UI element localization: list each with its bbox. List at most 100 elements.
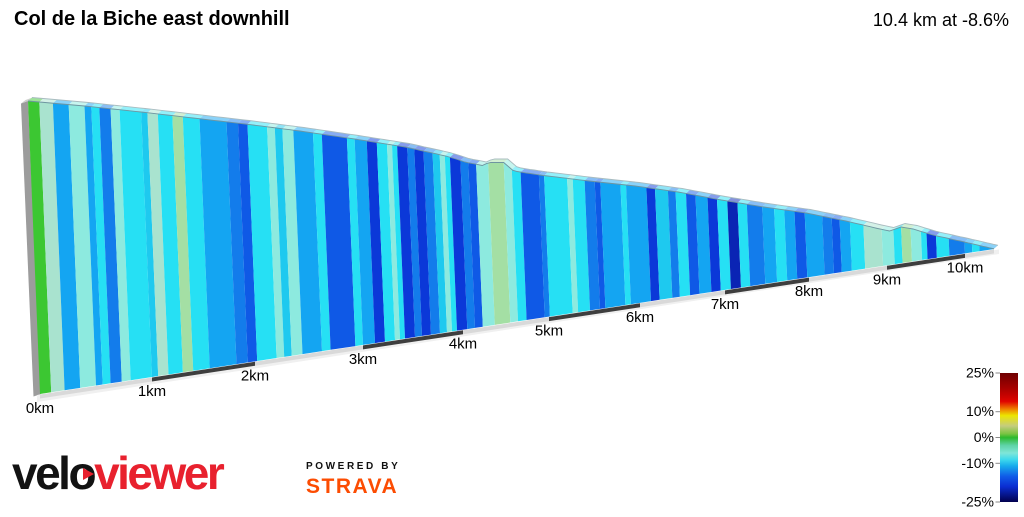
gradient-stripe: [893, 227, 903, 265]
km-axis-label: 0km: [26, 400, 54, 417]
gradient-stripe: [746, 204, 766, 287]
page-title: Col de la Biche east downhill: [14, 8, 290, 30]
gradient-stripe: [147, 112, 169, 376]
stripe-roof: [979, 241, 998, 249]
strava-logo-text: STRAVA: [306, 475, 399, 498]
gradient-stripe: [182, 116, 210, 371]
gradient-stripe: [971, 243, 980, 253]
gradient-stripe: [572, 179, 590, 313]
km-axis-band: [152, 361, 255, 382]
gradient-stripe: [226, 121, 248, 365]
stripe-roof: [926, 229, 940, 236]
km-axis-band: [549, 303, 640, 322]
gradient-stripe: [141, 112, 159, 377]
gradient-stripe: [449, 157, 468, 331]
gradient-stripe: [822, 216, 834, 275]
powered-by-label: POWERED BY: [306, 461, 401, 472]
km-axis-label: 7km: [711, 296, 739, 313]
stripe-roof: [387, 140, 396, 145]
legend-label: -10%: [961, 455, 994, 471]
gradient-stripe: [979, 245, 994, 252]
gradient-stripe: [238, 123, 258, 363]
brand-velo-text: vel: [12, 447, 71, 499]
gradient-stripe: [511, 169, 527, 322]
km-axis-label: 1km: [138, 383, 166, 400]
gradient-stripe: [387, 144, 400, 340]
legend-label: 0%: [974, 429, 994, 445]
stripe-roof: [620, 180, 630, 185]
gradient-stripe: [503, 162, 518, 323]
stripe-roof: [626, 181, 651, 188]
km-axis-band: [725, 277, 809, 295]
gradient-stripe: [321, 134, 356, 350]
stripe-roof: [503, 159, 516, 170]
gradient-stripe: [667, 190, 680, 298]
gradient-stripe: [717, 199, 731, 291]
gradient-stripe: [675, 191, 691, 297]
stripe-roof: [449, 153, 465, 161]
stripe-roof: [594, 178, 605, 183]
legend-gradient-bar: [1000, 373, 1018, 502]
stripe-roof: [392, 141, 402, 146]
gradient-stripe: [594, 181, 606, 309]
stripe-roof: [488, 159, 508, 163]
km-axis-label: 5km: [535, 323, 563, 340]
stripe-roof: [84, 102, 96, 107]
stripe-roof: [439, 151, 449, 156]
gradient-stripe: [28, 101, 52, 394]
km-axis-band: [887, 253, 965, 270]
stripe-roof: [346, 134, 359, 139]
stripe-roof: [247, 120, 272, 127]
gradient-stripe: [600, 182, 626, 309]
gradient-stripe: [414, 149, 431, 336]
gradient-stripe: [964, 242, 973, 254]
gradient-stripe: [423, 151, 440, 335]
brand-o-glyph: o: [68, 447, 96, 499]
gradient-stripe: [686, 193, 700, 296]
gradient-stripe: [774, 208, 788, 282]
brand-play-triangle-icon: [82, 468, 94, 481]
gradient-stripe: [157, 113, 183, 375]
gradient-stripe: [110, 108, 131, 382]
km-axis-band: [255, 345, 363, 366]
km-axis-band: [809, 265, 887, 282]
legend-label: 10%: [966, 403, 994, 419]
gradient-stripe: [468, 162, 483, 328]
gradient-stripe: [804, 212, 825, 278]
gradient-stripe: [762, 206, 778, 284]
km-axis-label: 6km: [626, 309, 654, 326]
gradient-stripe: [520, 172, 545, 320]
stripe-roof: [119, 106, 146, 112]
stripe-roof: [538, 171, 549, 176]
gradient-stripe: [91, 106, 111, 385]
stripe-roof: [274, 124, 287, 129]
stripe-roof: [91, 103, 104, 108]
gradient-stripe: [839, 219, 852, 273]
gradient-stripe: [392, 144, 405, 340]
gradient-stripe: [397, 145, 415, 339]
gradient-stripe: [584, 180, 600, 311]
gradient-stripe: [538, 174, 550, 318]
gradient-stripe: [39, 102, 65, 393]
gradient-stripe: [199, 118, 237, 369]
gradient-stripe: [366, 140, 385, 344]
gradient-stripe: [567, 178, 579, 313]
gradient-stripe: [476, 162, 495, 327]
stripe-roof: [839, 216, 854, 222]
gradient-stripe: [544, 175, 573, 317]
summary-stats: 10.4 km at -8.6%: [872, 10, 1009, 30]
gradient-stripe: [432, 153, 447, 334]
gradient-stripe: [655, 188, 673, 300]
stripe-roof: [893, 223, 906, 230]
gradient-stripe: [376, 142, 395, 342]
stripe-roof: [321, 130, 351, 138]
km-axis-band: [463, 317, 549, 335]
km-axis-band: [640, 290, 725, 308]
km-axis-band: [40, 377, 152, 399]
gradient-stripe: [313, 132, 331, 352]
gradient-stripe: [881, 229, 895, 266]
km-axis-label: 3km: [349, 351, 377, 368]
gradient-stripe: [346, 137, 363, 347]
stripe-roof: [667, 187, 680, 192]
stripe-roof: [863, 221, 886, 230]
